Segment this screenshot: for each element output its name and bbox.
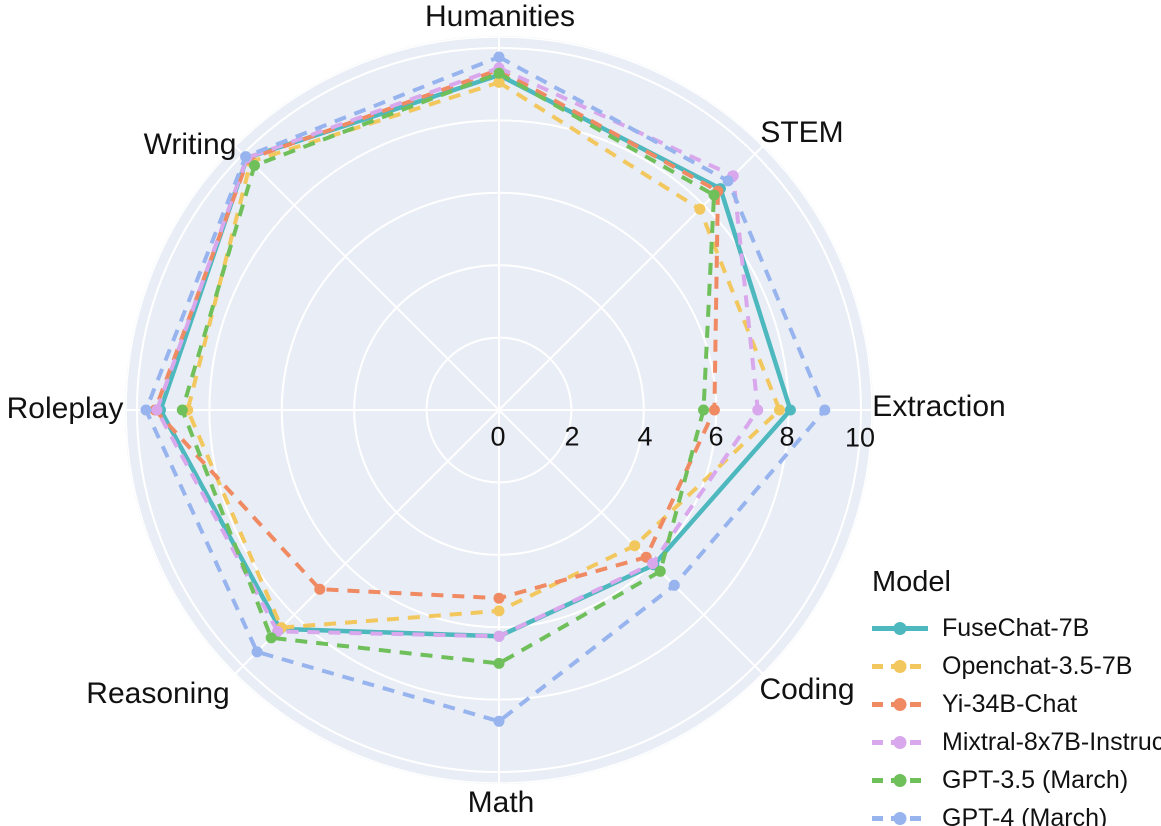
vertex-dot-GPT-4 (March)-stem [722,175,734,187]
legend-dot-Mixtral-8x7B-Instruct [893,735,907,749]
vertex-dot-Yi-34B-Chat-math [493,592,505,604]
radial-tick-2: 2 [564,421,580,452]
axis-label-stem: STEM [760,116,844,149]
legend-dot-FuseChat-7B [893,621,907,635]
legend-item: Mixtral-8x7B-Instruct [872,723,1161,761]
legend-label: Yi-34B-Chat [942,689,1078,718]
axis-label-math: Math [467,786,535,819]
legend-dot-Openchat-3.5-7B [893,659,907,673]
vertex-dot-GPT-3.5 (March)-stem [708,189,720,201]
legend-dot-GPT-4 (March) [893,811,907,825]
vertex-dot-GPT-3.5 (March)-humanities [493,67,505,79]
vertex-dot-Openchat-3.5-7B-extraction [774,404,785,416]
vertex-dot-Mixtral-8x7B-Instruct-extraction [752,404,764,416]
vertex-dot-Mixtral-8x7B-Instruct-math [493,630,505,642]
radial-tick-10: 10 [844,422,876,453]
vertex-dot-Openchat-3.5-7B-math [493,605,505,617]
legend-label: GPT-3.5 (March) [942,765,1129,794]
series-polygon-GPT-3.5 (March) [180,71,716,666]
vertex-dot-Yi-34B-Chat-reasoning [314,583,326,595]
vertex-dot-Openchat-3.5-7B-humanities [493,76,505,88]
legend-item: Openchat-3.5-7B [872,647,1161,685]
radial-tick-6: 6 [708,421,724,452]
legend-dot-GPT-3.5 (March) [893,773,907,787]
vertex-dot-GPT-3.5 (March)-extraction [698,404,709,416]
legend-swatch-fusechat [872,621,928,635]
legend-item: GPT-3.5 (March) [872,761,1161,799]
axis-label-writing: Writing [143,128,237,161]
legend-item: FuseChat-7B [872,609,1161,647]
vertex-dot-GPT-4 (March)-reasoning [251,646,263,658]
legend-label: FuseChat-7B [942,613,1090,642]
radial-tick-8: 8 [779,421,795,452]
vertex-dot-GPT-4 (March)-math [493,715,505,727]
legend-title: Model [872,566,951,598]
vertex-dot-GPT-3.5 (March)-reasoning [265,632,277,644]
vertex-dot-GPT-4 (March)-extraction [819,404,831,416]
vertex-dot-Openchat-3.5-7B-coding [629,540,641,552]
vertex-dot-GPT-4 (March)-humanities [493,51,505,63]
vertex-dot-FuseChat-7B-extraction [784,404,796,416]
axis-label-roleplay: Roleplay [6,392,124,425]
vertex-dot-Openchat-3.5-7B-stem [694,203,706,215]
vertex-dot-GPT-3.5 (March)-roleplay [176,404,188,416]
legend: Model FuseChat-7B Openchat-3.5-7B Yi-34B… [872,566,1161,826]
axis-label-coding: Coding [759,673,855,706]
legend-swatch-yi [872,697,928,711]
legend-item: Yi-34B-Chat [872,685,1161,723]
vertex-dot-Yi-34B-Chat-extraction [708,404,720,416]
legend-swatch-openchat [872,659,928,673]
legend-item: GPT-4 (March) [872,799,1161,826]
vertex-dot-GPT-4 (March)-writing [240,151,252,163]
vertex-dot-GPT-3.5 (March)-writing [249,160,260,171]
vertex-dot-GPT-3.5 (March)-math [493,657,505,669]
axis-label-humanities: Humanities [424,0,576,33]
legend-label: Mixtral-8x7B-Instruct [942,727,1161,756]
vertex-dot-GPT-4 (March)-coding [668,579,680,591]
series-polygon-GPT-4 (March) [144,55,827,724]
legend-swatch-mixtral [872,735,928,749]
radial-tick-0: 0 [490,421,506,452]
vertex-dot-Mixtral-8x7B-Instruct-roleplay [151,404,163,416]
legend-swatch-gpt4 [872,811,928,825]
radial-tick-4: 4 [637,421,653,452]
axis-label-reasoning: Reasoning [86,677,230,710]
legend-label: GPT-4 (March) [942,803,1108,826]
vertex-dot-Mixtral-8x7B-Instruct-coding [647,558,659,570]
legend-dot-Yi-34B-Chat [893,697,907,711]
axis-label-extraction: Extraction [872,390,1006,423]
vertex-dot-GPT-4 (March)-roleplay [140,404,152,416]
legend-swatch-gpt35 [872,773,928,787]
spoke-line-writing [233,144,500,411]
vertex-dot-GPT-3.5 (March)-coding [654,565,666,577]
legend-label: Openchat-3.5-7B [942,651,1133,680]
